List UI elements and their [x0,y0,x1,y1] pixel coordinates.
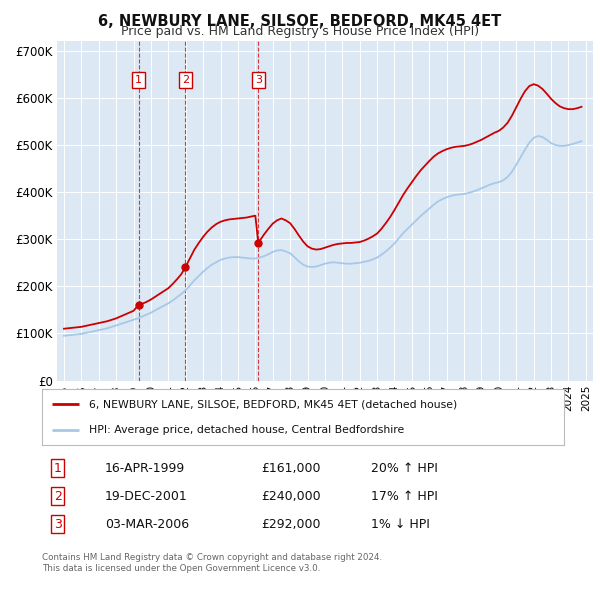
Text: 3: 3 [54,517,62,530]
Text: £161,000: £161,000 [261,462,321,475]
Text: 20% ↑ HPI: 20% ↑ HPI [371,462,438,475]
Text: Contains HM Land Registry data © Crown copyright and database right 2024.
This d: Contains HM Land Registry data © Crown c… [42,553,382,573]
Text: 19-DEC-2001: 19-DEC-2001 [104,490,187,503]
Text: 1: 1 [54,462,62,475]
Text: 6, NEWBURY LANE, SILSOE, BEDFORD, MK45 4ET (detached house): 6, NEWBURY LANE, SILSOE, BEDFORD, MK45 4… [89,399,457,409]
Text: £240,000: £240,000 [261,490,321,503]
Text: 2: 2 [182,76,189,86]
Text: £292,000: £292,000 [261,517,321,530]
Text: 03-MAR-2006: 03-MAR-2006 [104,517,189,530]
Text: HPI: Average price, detached house, Central Bedfordshire: HPI: Average price, detached house, Cent… [89,425,404,435]
Text: Price paid vs. HM Land Registry's House Price Index (HPI): Price paid vs. HM Land Registry's House … [121,25,479,38]
Text: 2: 2 [54,490,62,503]
Text: 17% ↑ HPI: 17% ↑ HPI [371,490,438,503]
Text: 1% ↓ HPI: 1% ↓ HPI [371,517,430,530]
Text: 6, NEWBURY LANE, SILSOE, BEDFORD, MK45 4ET: 6, NEWBURY LANE, SILSOE, BEDFORD, MK45 4… [98,14,502,29]
Text: 1: 1 [135,76,142,86]
Text: 3: 3 [255,76,262,86]
Text: 16-APR-1999: 16-APR-1999 [104,462,185,475]
